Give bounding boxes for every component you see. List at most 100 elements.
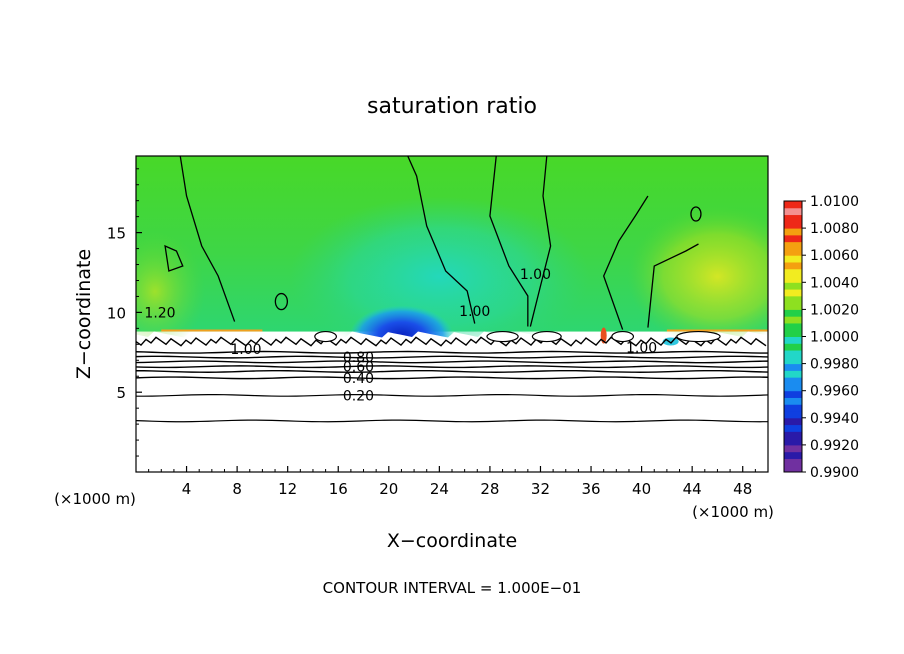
colorbar-swatch [784, 458, 802, 466]
contour-loop [690, 206, 702, 222]
colorbar-swatch [784, 275, 802, 283]
colorbar-swatch [784, 390, 802, 398]
colorbar-swatch [784, 444, 802, 453]
colorbar-swatch [784, 451, 802, 459]
contour-line-cloud-top [136, 336, 767, 347]
contour-label: 0.60 [343, 360, 374, 376]
x-axis-unit-right: (×1000 m) [692, 503, 774, 521]
x-tick-label: 24 [430, 480, 449, 498]
contour-labels: 1.20 1.00 0.800.600.400.20 1.00 1.00 1.00 [144, 267, 657, 404]
colorbar-swatch [784, 201, 802, 209]
contour-line-lower [136, 360, 768, 364]
colorbar-swatch [784, 248, 802, 256]
colorbar-swatch [784, 289, 802, 297]
chart-title: saturation ratio [367, 94, 537, 119]
colorbar-swatch [784, 431, 802, 439]
colorbar-swatch [784, 261, 802, 270]
x-tick-label: 12 [278, 480, 297, 498]
colorbar-swatch [784, 255, 802, 263]
edge-cyan-patch [662, 337, 679, 346]
colorbar-swatch [784, 329, 802, 337]
contour-label: 1.00 [626, 341, 657, 357]
cloud-cell [531, 330, 562, 343]
colorbar-swatch [784, 309, 802, 317]
colorbar-label: 1.0000 [810, 330, 859, 346]
plot-area [136, 156, 768, 472]
colorbar-swatch [784, 214, 802, 222]
colorbar-swatch [784, 343, 802, 351]
contour-line-upper [529, 156, 552, 327]
colorbar-swatch [784, 465, 802, 473]
colorbar-swatch [784, 404, 802, 412]
contour-line-upper [179, 156, 236, 322]
contour-label: 1.00 [520, 267, 551, 283]
colorbar-label: 1.0080 [810, 221, 859, 237]
colorbar-label: 1.0060 [810, 248, 859, 264]
contour-line-lower [136, 369, 768, 373]
cloud-cell [676, 330, 721, 343]
cloud-top-band [136, 331, 768, 346]
colorbar-label: 0.9940 [810, 411, 859, 427]
x-tick-label: 44 [683, 480, 702, 498]
x-tick-label: 16 [329, 480, 348, 498]
contour-label-text: 0.80 [343, 350, 374, 366]
colorbar-swatch [784, 377, 802, 385]
contour-label-text: 0.60 [343, 360, 374, 376]
contour-label: 0.20 [343, 388, 374, 404]
y-tick-label: 15 [107, 225, 126, 243]
x-tick-label: 48 [733, 480, 752, 498]
colorbar-swatch [784, 356, 802, 365]
contour-label-text: 0.20 [343, 388, 374, 404]
x-axis-label: X−coordinate [387, 530, 517, 552]
colorbar-swatch [784, 221, 802, 229]
x-axis: 4 8 12 16 20 24 28 32 36 40 44 48 [148, 466, 756, 498]
contour-loop [274, 292, 289, 311]
cloud-cell [314, 330, 338, 343]
y-axis-label: Z−coordinate [73, 249, 95, 379]
colorbar-label: 0.9980 [810, 357, 859, 373]
y-tick-label: 10 [107, 304, 126, 322]
x-tick-label: 8 [232, 480, 242, 498]
colorbar-swatch [784, 438, 802, 446]
colorbar-label: 0.9920 [810, 438, 859, 454]
contour-label: 1.20 [144, 305, 175, 321]
colorbar-label: 1.0020 [810, 302, 859, 318]
contour-line-lower [136, 376, 768, 380]
contour-label-text: 1.20 [144, 305, 175, 321]
field-lower [136, 343, 768, 472]
contour-label: 0.40 [343, 371, 374, 387]
colorbar-swatch [784, 241, 802, 249]
colorbar-swatch [784, 370, 802, 378]
contour-label-text: 1.00 [520, 267, 551, 283]
colorbar-swatch [784, 322, 802, 331]
y-tick-label: 5 [116, 384, 126, 402]
colorbar-swatch [784, 350, 802, 358]
contour-line-lower [136, 393, 768, 397]
x-tick-label: 40 [632, 480, 651, 498]
colorbar-swatch [784, 383, 802, 392]
colorbar-swatch [784, 411, 802, 419]
field-yellow-left [136, 231, 205, 352]
contour-line-lower [136, 350, 768, 354]
x-tick-label: 28 [480, 480, 499, 498]
colorbar-swatch [784, 397, 802, 405]
colorbar-swatch [784, 417, 802, 426]
contour-interval-note: CONTOUR INTERVAL = 1.000E−01 [323, 579, 582, 597]
colorbar-swatch [784, 424, 802, 432]
contour-lines [136, 156, 768, 423]
contour-line-upper [407, 156, 476, 324]
contour-label: 1.00 [459, 304, 490, 320]
contour-label: 0.80 [343, 350, 374, 366]
contour-label-text: 1.00 [626, 341, 657, 357]
colorbar-swatch [784, 228, 802, 236]
cloud-cell [486, 330, 519, 343]
colorbar-label: 1.0040 [810, 275, 859, 291]
contour-label-text: 1.00 [459, 304, 490, 320]
colorbar-swatch [784, 207, 802, 216]
contour-line-upper [602, 195, 649, 330]
contour-label: 1.00 [230, 342, 261, 358]
cloud-cell [611, 330, 635, 343]
colorbar-swatch [784, 295, 802, 304]
colorbar-swatch [784, 268, 802, 277]
x-tick-label: 4 [182, 480, 192, 498]
